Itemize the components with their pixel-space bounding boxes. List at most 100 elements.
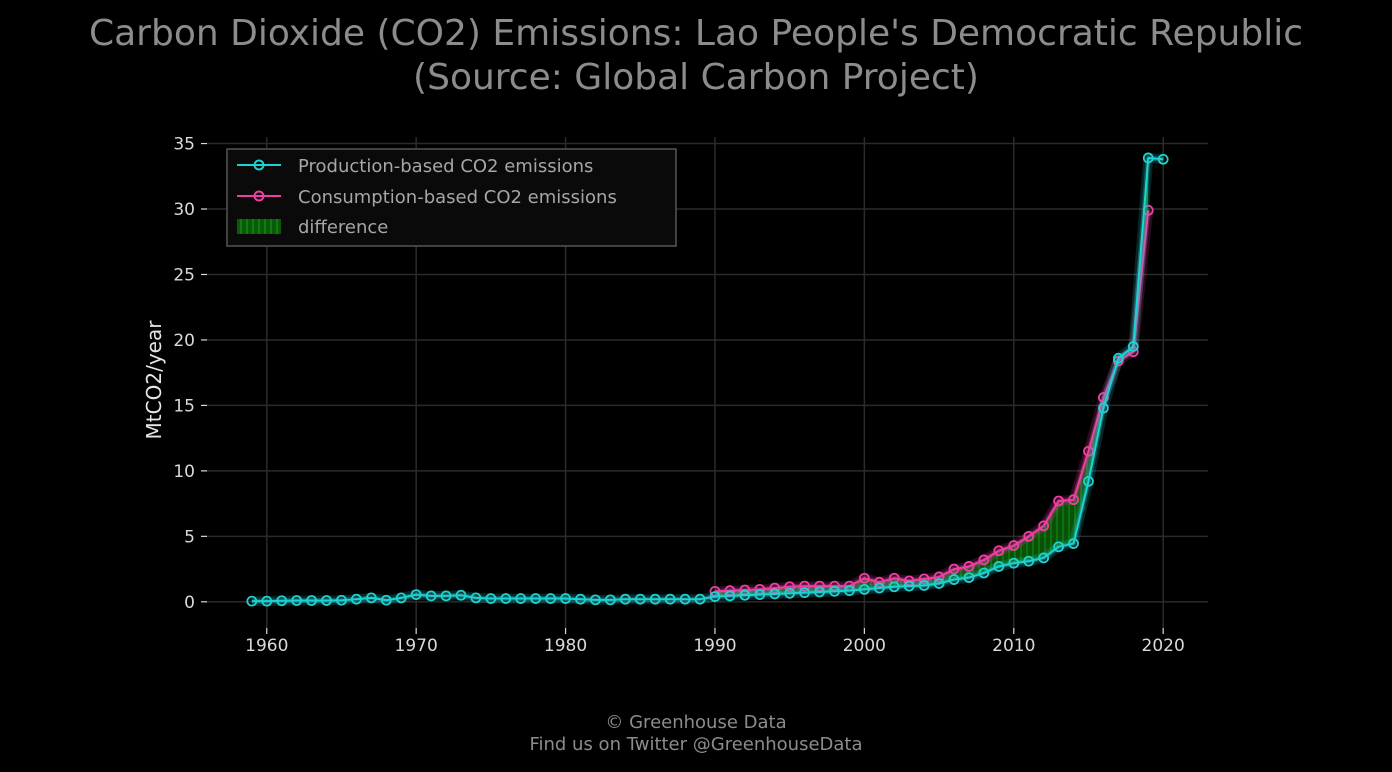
axes: 1960 1970 1980 1990 2000 2010 2020 0 5 10 15 20 25 30… [173,135,1184,656]
production-point [440,590,452,602]
production-point [425,590,437,602]
grid-lines [207,137,1208,628]
consumption-point [1038,520,1050,532]
y-tick-label: 20 [173,331,195,351]
consumption-point [814,580,825,592]
production-point [455,589,467,601]
legend-difference-swatch [237,219,281,234]
consumption-point [1023,530,1035,542]
production-point [814,586,825,598]
difference-fill [714,157,1149,597]
x-tick-label: 1960 [245,636,288,656]
production-point [634,593,646,605]
production-point [246,595,258,607]
footer: © Greenhouse Data Find us on Twitter @Gr… [0,712,1392,756]
consumption-point [769,582,781,594]
production-point [530,593,542,604]
production-point [336,594,347,606]
consumption-point [933,571,945,583]
production-point [291,595,303,606]
consumption-point [948,563,960,575]
consumption-point [873,576,885,588]
legend-consumption-label: Consumption-based CO2 emissions [298,187,617,208]
production-point [799,587,811,599]
production-point [500,593,512,604]
production-point [649,593,661,605]
production-point [1112,352,1124,364]
consumption-point [963,561,975,572]
production-point [1127,341,1139,352]
difference-area [714,157,1149,597]
production-line [251,156,1164,603]
production-point [1098,402,1109,414]
legend: Production-based CO2 emissions Consumpti… [226,148,677,247]
production-point [560,593,571,604]
production-point [963,572,975,583]
y-tick-label: 10 [173,462,195,482]
production-point [410,589,422,601]
production-point [351,593,362,605]
production-point [769,588,781,600]
y-tick-label: 0 [184,593,195,613]
consumption-point [1083,445,1094,457]
x-tick-label: 1970 [395,636,438,656]
production-point [306,595,317,606]
footer-copyright: © Greenhouse Data [605,712,787,733]
consumption-point [858,572,870,584]
y-tick-label: 30 [173,200,195,220]
x-tick-label: 2000 [843,636,886,656]
production-point [395,592,407,604]
legend-difference-label: difference [298,217,388,238]
production-point [978,567,990,579]
x-tick-label: 2020 [1142,636,1185,656]
legend-production-swatch-marker [253,159,265,171]
production-point [1053,541,1064,553]
production-point [829,585,840,597]
production-point [993,561,1005,572]
production-point [604,594,616,606]
consumption-point [1008,540,1020,551]
y-tick-label: 15 [173,396,195,416]
consumption-point [784,581,796,593]
legend-consumption-swatch-marker [253,190,265,202]
production-point [1038,552,1050,564]
production-point [545,593,557,604]
legend-box [226,148,677,247]
production-point [844,585,855,597]
production-point [261,595,273,607]
production-point [619,593,631,605]
consumption-point [1068,494,1079,506]
x-tick-label: 2010 [992,636,1035,656]
production-point [784,587,796,599]
x-tick-label: 1990 [693,636,736,656]
production-point [380,594,392,606]
consumption-point [918,573,930,585]
production-point [888,581,900,593]
production-point [724,590,736,602]
consumption-point [993,545,1005,557]
production-point [575,593,586,605]
consumption-glow-inner [714,210,1151,594]
chart-title-line2: (Source: Global Carbon Project) [413,57,979,98]
consumption-point [1098,392,1109,403]
production-point [515,593,527,604]
production-point [1008,557,1020,569]
production-point [485,593,497,604]
production-point [590,594,601,606]
y-tick-label: 5 [184,527,195,547]
production-point [365,592,377,604]
production-point [948,574,960,585]
consumption-point [799,580,811,592]
production-point [664,593,676,605]
x-tick-label: 1980 [544,636,587,656]
production-point [754,589,766,601]
production-point [470,592,482,604]
production-point [1157,153,1169,165]
production-point [1068,538,1079,549]
production-point [858,583,870,595]
production-point [918,580,930,591]
production-point [276,595,288,607]
consumption-point [1053,495,1064,507]
production-point [679,593,691,605]
